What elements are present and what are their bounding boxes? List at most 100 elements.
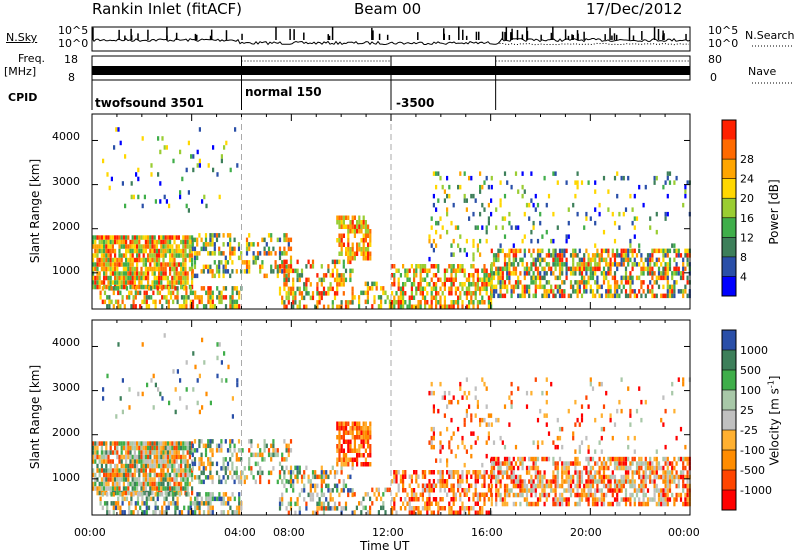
power-cell [278,246,282,252]
velocity-cell [174,387,177,392]
power-cell [660,293,663,299]
power-cell [369,251,372,256]
power-cell [139,290,142,296]
power-cell [336,259,339,265]
power-cell [248,233,251,238]
velocity-cell [289,483,293,489]
velocity-cell [231,439,234,444]
velocity-cell [173,459,176,464]
cpid-segment-3: -3500 [396,96,435,110]
power-cell [421,268,424,273]
power-cell [270,233,273,238]
power-cell [424,304,427,309]
power-cell [432,247,435,253]
power-cell [624,207,628,212]
velocity-cell [220,496,223,502]
power-cell [532,271,535,276]
velocity-cell [349,488,352,493]
power-cell [655,229,658,235]
velocity-cell [145,501,148,506]
velocity-cell [349,430,352,435]
velocity-cell [130,496,133,502]
velocity-cell [474,395,477,400]
power-cell [638,243,641,248]
power-cell [565,234,568,239]
velocity-cell [140,468,143,473]
velocity-cell [578,449,581,454]
velocity-cell [272,439,275,444]
velocity-cell [107,486,110,491]
power-cell [186,244,189,249]
velocity-cell [492,470,496,475]
power-cell [218,264,221,270]
velocity-cell [644,461,647,466]
power-cell [92,257,95,263]
power-cell [605,248,608,254]
velocity-cell [609,474,612,480]
power-cell [413,277,416,282]
velocity-cell [94,477,97,482]
power-cell [129,284,132,290]
velocity-cell [618,456,621,462]
velocity-cell [421,470,424,475]
velocity-cell [653,488,656,493]
beam-title: Beam 00 [354,0,422,18]
velocity-cell [596,501,599,507]
velocity-cell [200,452,203,458]
power-cell [646,257,650,263]
power-cell [154,199,157,204]
velocity-cell [503,497,507,502]
power-cell [103,284,106,290]
velocity-cell [677,377,680,382]
power-cell [567,220,570,226]
velocity-cell [567,497,570,502]
power-cell [320,264,323,269]
velocity-cell [189,505,192,511]
velocity-cell [186,477,189,482]
velocity-cell [631,483,634,489]
velocity-cell [490,461,493,466]
velocity-cell [235,457,238,462]
velocity-cell [474,510,477,515]
power-cell [122,271,125,276]
velocity-cell [596,461,599,466]
velocity-cell [622,497,625,502]
power-cell [638,184,641,190]
power-cell [351,300,354,305]
power-cell [485,225,488,230]
velocity-cell [340,444,343,449]
power-cell [329,273,332,278]
power-cell [536,253,540,258]
velocity-cell [283,457,286,462]
velocity-cell [140,486,143,491]
power-cell [367,224,370,229]
velocity-cell [250,466,253,471]
velocity-cell [100,486,103,491]
power-cell [651,293,654,299]
velocity-cell [441,470,444,475]
velocity-cell [620,479,623,484]
power-cell [351,229,354,234]
velocity-cell [100,450,103,455]
velocity-cell [259,452,262,458]
power-cell [118,280,121,285]
velocity-cell [576,461,579,466]
velocity-cell [565,479,568,484]
power-cell [377,295,380,300]
velocity-cell [160,481,163,487]
velocity-cell [164,477,167,482]
velocity-cell [679,426,683,432]
power-cell [150,295,153,300]
power-cell [347,215,350,220]
power-cell [136,253,139,258]
power-cell [668,248,672,254]
velocity-cell [278,506,282,511]
power-cell [200,295,203,300]
velocity-cell [344,501,348,507]
power-cell [545,289,548,294]
velocity-cell [196,496,199,502]
power-cell [155,239,158,245]
velocity-cell [547,492,551,498]
power-cell [536,275,540,281]
velocity-cell [144,468,147,473]
